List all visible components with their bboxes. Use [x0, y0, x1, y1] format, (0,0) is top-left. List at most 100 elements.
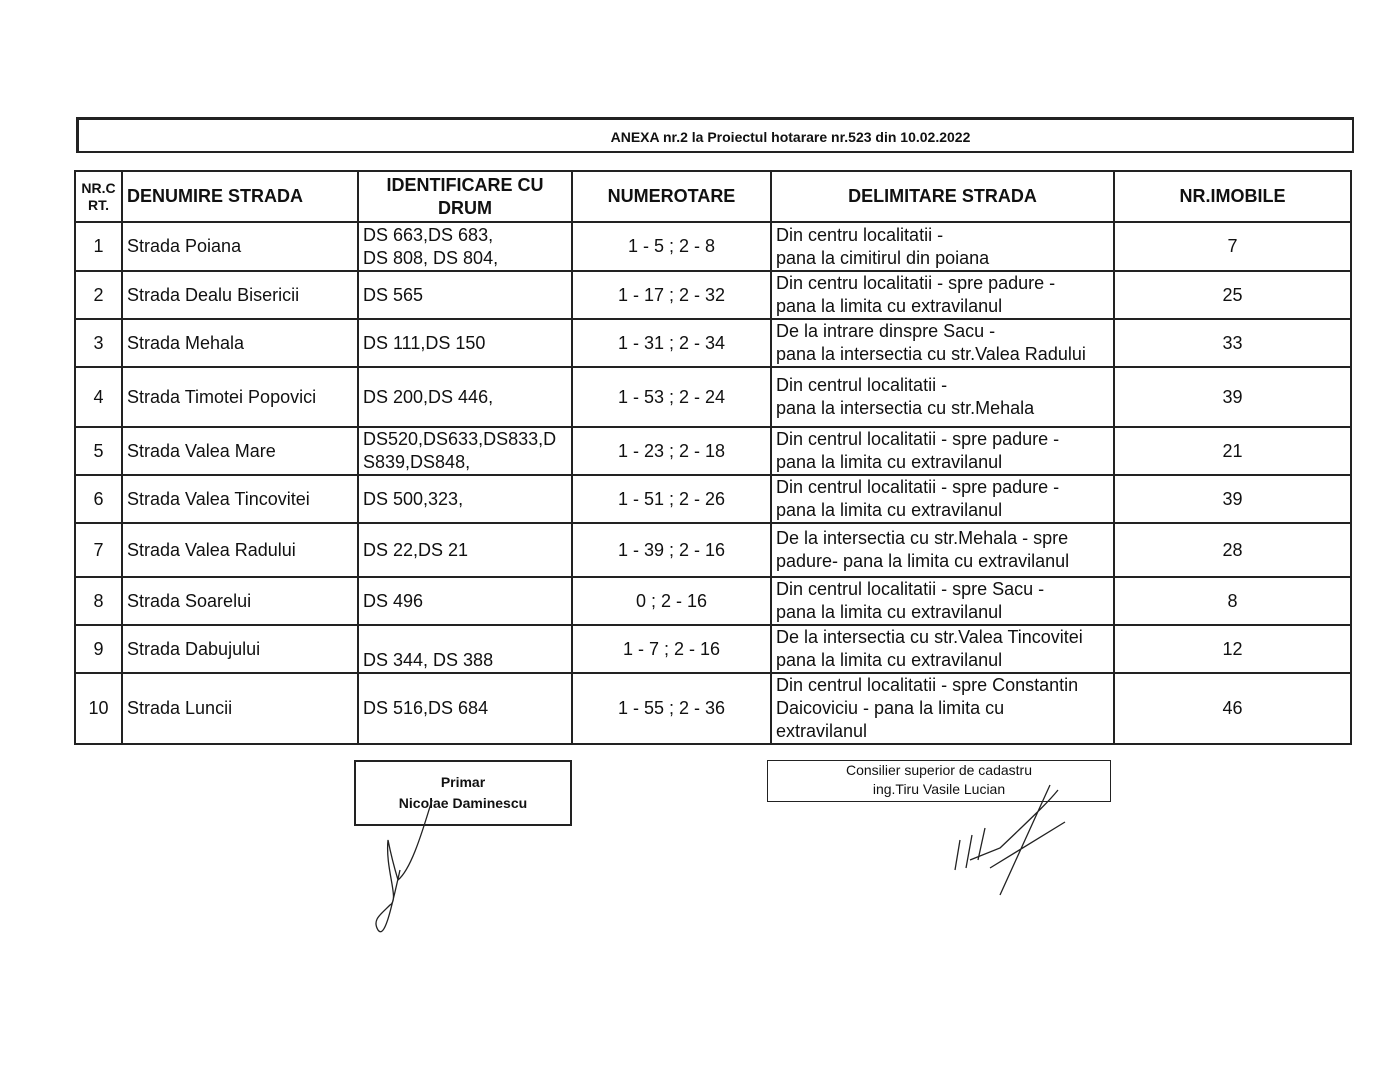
table-row: 5 Strada Valea Mare DS520,DS633,DS833,D S83… — [74, 426, 1352, 476]
header-delimitare: DELIMITARE STRADA — [770, 170, 1115, 223]
delimitation-line: Din centrul localitatii - spre Sacu - — [776, 579, 1045, 599]
delimitation-line: extravilanul — [776, 721, 868, 741]
delimitation-line: pana la limita cu extravilanul — [776, 452, 1003, 472]
street-delimitation: Din centrul localitatii - spre Sacu - pan… — [770, 576, 1115, 626]
numbering: 1 - 17 ; 2 - 32 — [571, 270, 772, 320]
row-number: 4 — [74, 366, 123, 428]
road-line: DS 516,DS 684 — [363, 698, 489, 718]
row-number: 3 — [74, 318, 123, 368]
header-row: NR.C RT. DENUMIRE STRADA IDENTIFICARE CU… — [74, 170, 1352, 223]
property-count: 46 — [1113, 672, 1352, 745]
table-row: 10 Strada Luncii DS 516,DS 684 1 - 55 ; 2 -… — [74, 672, 1352, 745]
property-count: 39 — [1113, 474, 1352, 524]
table-row: 9 Strada Dabujului DS 344, DS 388 1 - 7 ; 2… — [74, 624, 1352, 674]
road-line: DS520,DS633,DS833,D — [363, 429, 557, 449]
row-number: 10 — [74, 672, 123, 745]
numbering: 1 - 39 ; 2 - 16 — [571, 522, 772, 578]
street-delimitation: Din centru localitatii - pana la cimitiru… — [770, 221, 1115, 272]
delimitation-line: Daicoviciu - pana la limita cu — [776, 698, 1005, 718]
road-line: S839,DS848, — [363, 452, 471, 472]
road-line: DS 808, DS 804, — [363, 247, 499, 268]
document-title: ANEXA nr.2 la Proiectul hotarare nr.523 … — [610, 129, 971, 145]
header-nr: NR.C RT. — [74, 170, 123, 223]
property-count: 12 — [1113, 624, 1352, 674]
road-identification: DS520,DS633,DS833,D S839,DS848, — [357, 426, 573, 476]
table-row: 4 Strada Timotei Popovici DS 200,DS 446, 1 … — [74, 366, 1352, 428]
property-count: 8 — [1113, 576, 1352, 626]
header-drum: IDENTIFICARE CU DRUM — [357, 170, 573, 223]
street-name: Strada Dealu Bisericii — [121, 270, 359, 320]
road-line: DS 200,DS 446, — [363, 386, 494, 407]
numbering: 1 - 31 ; 2 - 34 — [571, 318, 772, 368]
road-line: DS 111,DS 150 — [363, 332, 486, 353]
row-number: 2 — [74, 270, 123, 320]
street-delimitation: De la intersectia cu str.Valea Tincovite… — [770, 624, 1115, 674]
header-numerotare: NUMEROTARE — [571, 170, 772, 223]
row-number: 9 — [74, 624, 123, 674]
street-delimitation: De la intersectia cu str.Mehala - spre pa… — [770, 522, 1115, 578]
road-line: DS 496 — [363, 590, 424, 611]
street-name: Strada Poiana — [121, 221, 359, 272]
numbering: 1 - 51 ; 2 - 26 — [571, 474, 772, 524]
street-name: Strada Timotei Popovici — [121, 366, 359, 428]
delimitation-line: pana la intersectia cu str.Valea Radului — [776, 344, 1086, 364]
delimitation-line: De la intersectia cu str.Mehala - spre — [776, 528, 1069, 548]
numbering: 1 - 23 ; 2 - 18 — [571, 426, 772, 476]
streets-table: NR.C RT. DENUMIRE STRADA IDENTIFICARE CU… — [74, 170, 1352, 745]
street-name: Strada Mehala — [121, 318, 359, 368]
delimitation-line: padure- pana la limita cu extravilanul — [776, 551, 1070, 571]
row-number: 7 — [74, 522, 123, 578]
property-count: 21 — [1113, 426, 1352, 476]
road-identification: DS 22,DS 21 — [357, 522, 573, 578]
delimitation-line: pana la limita cu extravilanul — [776, 650, 1003, 670]
delimitation-line: Din centrul localitatii - spre Constanti… — [776, 675, 1079, 695]
street-delimitation: Din centrul localitatii - spre Constanti… — [770, 672, 1115, 745]
delimitation-line: pana la limita cu extravilanul — [776, 500, 1003, 520]
street-name: Strada Soarelui — [121, 576, 359, 626]
row-number: 6 — [74, 474, 123, 524]
delimitation-line: Din centru localitatii - spre padure - — [776, 273, 1056, 293]
road-identification: DS 500,323, — [357, 474, 573, 524]
road-identification: DS 565 — [357, 270, 573, 320]
street-delimitation: Din centrul localitatii - spre padure - p… — [770, 474, 1115, 524]
road-identification: DS 663,DS 683, DS 808, DS 804, — [357, 221, 573, 272]
primar-name: Nicolae Daminescu — [398, 795, 528, 811]
table-row: 6 Strada Valea Tincovitei DS 500,323, 1 - 5… — [74, 474, 1352, 524]
road-identification: DS 111,DS 150 — [357, 318, 573, 368]
street-delimitation: Din centru localitatii - spre padure - pa… — [770, 270, 1115, 320]
consilier-signature — [954, 784, 1066, 896]
road-line: DS 663,DS 683, — [363, 224, 494, 245]
street-delimitation: De la intrare dinspre Sacu - pana la inte… — [770, 318, 1115, 368]
delimitation-line: pana la cimitirul din poiana — [776, 247, 990, 268]
property-count: 33 — [1113, 318, 1352, 368]
street-delimitation: Din centrul localitatii - pana la interse… — [770, 366, 1115, 428]
delimitation-line: Din centrul localitatii - spre padure - — [776, 477, 1060, 497]
table-row: 8 Strada Soarelui DS 496 0 ; 2 - 16 Din cent… — [74, 576, 1352, 626]
property-count: 39 — [1113, 366, 1352, 428]
consilier-name: ing.Tiru Vasile Lucian — [872, 781, 1006, 797]
consilier-box: Consilier superior de cadastru ing.Tiru … — [767, 760, 1111, 802]
street-name: Strada Luncii — [121, 672, 359, 745]
property-count: 28 — [1113, 522, 1352, 578]
delimitation-line: Din centrul localitatii - spre padure - — [776, 429, 1060, 449]
road-line: DS 565 — [363, 284, 424, 305]
numbering: 1 - 53 ; 2 - 24 — [571, 366, 772, 428]
street-name: Strada Valea Tincovitei — [121, 474, 359, 524]
delimitation-line: De la intersectia cu str.Valea Tincovite… — [776, 627, 1083, 647]
street-name: Strada Valea Mare — [121, 426, 359, 476]
row-number: 5 — [74, 426, 123, 476]
property-count: 25 — [1113, 270, 1352, 320]
road-line: DS 500,323, — [363, 488, 464, 509]
numbering: 1 - 55 ; 2 - 36 — [571, 672, 772, 745]
consilier-title: Consilier superior de cadastru — [846, 762, 1032, 778]
delimitation-line: De la intrare dinspre Sacu - — [776, 321, 996, 341]
row-number: 1 — [74, 221, 123, 272]
table-row: 2 Strada Dealu Bisericii DS 565 1 - 17 ; 2 … — [74, 270, 1352, 320]
table-row: 3 Strada Mehala DS 111,DS 150 1 - 31 ; 2 - … — [74, 318, 1352, 368]
row-number: 8 — [74, 576, 123, 626]
property-count: 7 — [1113, 221, 1352, 272]
road-identification: DS 516,DS 684 — [357, 672, 573, 745]
road-identification: DS 496 — [357, 576, 573, 626]
numbering: 0 ; 2 - 16 — [571, 576, 772, 626]
